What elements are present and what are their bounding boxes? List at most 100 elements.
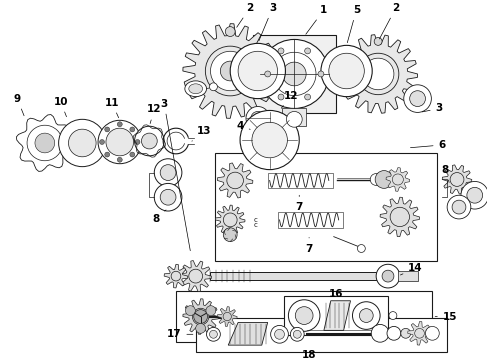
Circle shape	[282, 62, 306, 86]
Polygon shape	[408, 321, 431, 345]
Circle shape	[272, 52, 316, 96]
Ellipse shape	[185, 81, 207, 96]
Circle shape	[252, 122, 288, 158]
Bar	[176, 291, 432, 342]
Text: c: c	[254, 217, 258, 223]
Text: 18: 18	[302, 350, 317, 360]
Circle shape	[227, 172, 244, 189]
Circle shape	[410, 91, 425, 107]
Circle shape	[370, 174, 382, 185]
Circle shape	[223, 228, 237, 242]
Text: 5: 5	[347, 5, 360, 43]
Circle shape	[210, 330, 218, 338]
Polygon shape	[339, 35, 417, 113]
Polygon shape	[218, 307, 237, 327]
Circle shape	[154, 183, 182, 211]
Circle shape	[305, 48, 311, 54]
Polygon shape	[216, 205, 245, 235]
Circle shape	[105, 152, 110, 157]
Text: 6: 6	[411, 140, 446, 150]
Polygon shape	[442, 165, 472, 194]
Circle shape	[171, 271, 181, 281]
Text: 7: 7	[295, 195, 303, 212]
Circle shape	[211, 51, 250, 91]
Circle shape	[196, 323, 206, 333]
Circle shape	[289, 300, 320, 331]
Circle shape	[135, 140, 140, 144]
Circle shape	[270, 325, 289, 343]
Circle shape	[142, 133, 157, 149]
Circle shape	[27, 125, 63, 161]
Circle shape	[135, 126, 164, 156]
Text: 17: 17	[167, 329, 193, 339]
Polygon shape	[183, 299, 219, 334]
Bar	[268, 172, 333, 188]
Bar	[196, 318, 447, 352]
Circle shape	[223, 213, 237, 227]
Circle shape	[98, 120, 142, 164]
Circle shape	[404, 85, 431, 112]
Text: 1: 1	[306, 5, 327, 34]
Circle shape	[375, 171, 393, 188]
Circle shape	[278, 94, 284, 100]
Text: 8: 8	[441, 165, 449, 183]
Text: 12: 12	[281, 91, 298, 108]
Circle shape	[294, 330, 301, 338]
Circle shape	[401, 328, 411, 338]
Text: 13: 13	[192, 126, 211, 141]
Circle shape	[291, 327, 304, 341]
Circle shape	[321, 45, 372, 96]
Circle shape	[260, 40, 329, 108]
Circle shape	[238, 51, 277, 91]
Text: 14: 14	[400, 263, 423, 275]
Circle shape	[225, 27, 235, 36]
Circle shape	[117, 157, 122, 162]
Ellipse shape	[189, 84, 202, 94]
Text: c: c	[254, 222, 258, 228]
Polygon shape	[228, 323, 268, 345]
Circle shape	[318, 71, 324, 77]
Circle shape	[452, 200, 466, 214]
Circle shape	[160, 189, 176, 205]
Polygon shape	[386, 168, 410, 191]
Circle shape	[59, 119, 106, 167]
Circle shape	[387, 327, 401, 340]
Circle shape	[240, 111, 299, 170]
Circle shape	[130, 127, 135, 132]
Bar	[253, 35, 336, 113]
Circle shape	[278, 48, 284, 54]
Circle shape	[207, 327, 220, 341]
Polygon shape	[218, 163, 253, 198]
Circle shape	[160, 165, 176, 180]
Text: 10: 10	[53, 96, 68, 117]
Circle shape	[189, 269, 202, 283]
Text: 3: 3	[422, 103, 443, 113]
Circle shape	[295, 307, 313, 324]
Bar	[216, 153, 437, 261]
Circle shape	[251, 112, 265, 125]
Circle shape	[390, 207, 410, 226]
Circle shape	[265, 71, 270, 77]
Circle shape	[117, 122, 122, 127]
Circle shape	[274, 329, 284, 339]
Circle shape	[205, 46, 255, 96]
Circle shape	[305, 94, 311, 100]
Circle shape	[425, 327, 439, 340]
Circle shape	[415, 328, 424, 338]
Polygon shape	[324, 301, 350, 330]
Circle shape	[467, 187, 483, 203]
Polygon shape	[180, 261, 212, 292]
Text: 2: 2	[237, 3, 253, 27]
Circle shape	[371, 324, 389, 342]
Circle shape	[450, 172, 464, 186]
Circle shape	[461, 181, 489, 209]
Circle shape	[287, 112, 302, 127]
Circle shape	[359, 309, 373, 323]
Circle shape	[220, 61, 240, 81]
Circle shape	[230, 44, 286, 99]
Circle shape	[206, 306, 216, 316]
Text: 3: 3	[259, 3, 276, 41]
Circle shape	[99, 140, 104, 144]
Bar	[284, 296, 388, 335]
Circle shape	[352, 302, 380, 329]
